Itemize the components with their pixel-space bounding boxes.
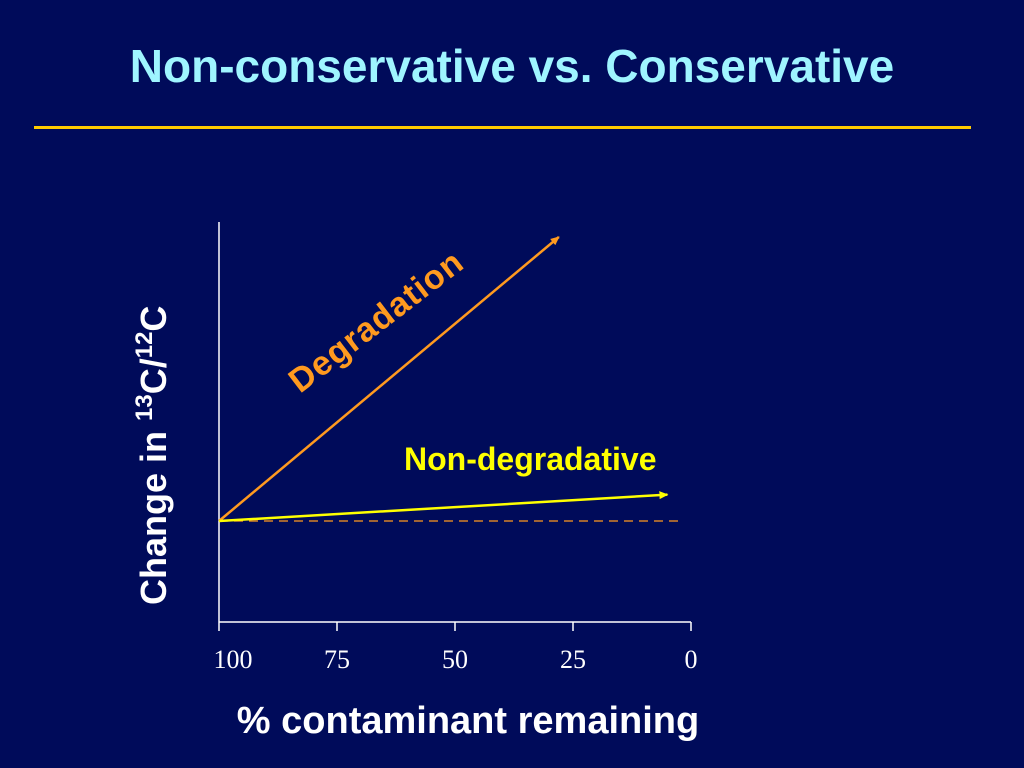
series-label-non-degradative: Non-degradative — [404, 441, 656, 477]
x-tick-label: 0 — [685, 645, 698, 674]
y-axis-label-main: Change in — [133, 421, 174, 605]
series-label-degradation: Degradation — [282, 243, 471, 401]
y-axis-label-sup-12: 12 — [131, 332, 158, 359]
y-axis-label: Change in 13C/12C — [131, 306, 174, 605]
y-axis-label-elem-c: C/ — [133, 358, 174, 394]
x-axis-label: % contaminant remaining — [237, 700, 699, 742]
series-line-non-degradative — [218, 491, 669, 523]
slide-title: Non-conservative vs. Conservative — [129, 40, 895, 92]
x-tick-label: 75 — [324, 645, 350, 674]
title-rule — [34, 126, 971, 129]
y-axis-label-sup-13: 13 — [131, 394, 158, 421]
series-group — [218, 236, 669, 523]
series-line-degradation — [218, 236, 560, 522]
x-tick-label: 25 — [560, 645, 586, 674]
x-tick-label: 50 — [442, 645, 468, 674]
x-ticks: 100 75 50 25 0 — [214, 622, 698, 674]
x-tick-label: 100 — [214, 645, 253, 674]
y-axis-label-elem-c2: C — [133, 306, 174, 332]
